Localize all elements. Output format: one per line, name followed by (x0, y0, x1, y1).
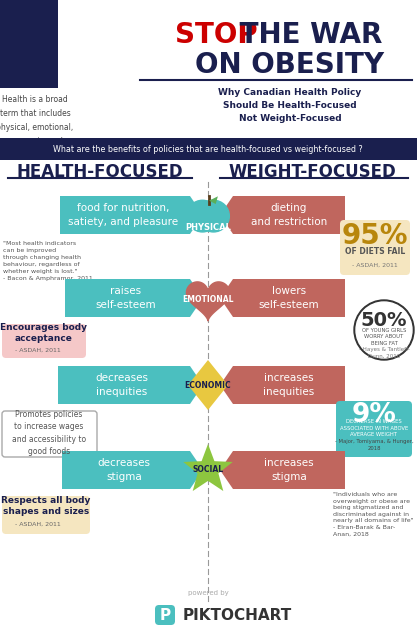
FancyBboxPatch shape (2, 411, 97, 457)
Text: - ASDAH, 2011: - ASDAH, 2011 (352, 262, 398, 268)
FancyBboxPatch shape (2, 324, 86, 358)
Text: dieting
and restriction: dieting and restriction (251, 204, 327, 227)
Text: Why Canadian Health Policy
Should Be Health-Focused
Not Weight-Focused: Why Canadian Health Policy Should Be Hea… (219, 88, 362, 124)
Text: Encourages body
acceptance: Encourages body acceptance (0, 323, 88, 343)
Circle shape (354, 300, 414, 360)
Text: THE WAR: THE WAR (230, 21, 382, 49)
Text: powered by: powered by (188, 590, 229, 596)
Polygon shape (220, 196, 345, 234)
Polygon shape (188, 360, 228, 410)
Text: decreases
stigma: decreases stigma (98, 458, 151, 481)
Text: increases
stigma: increases stigma (264, 458, 314, 481)
Polygon shape (220, 366, 345, 404)
Text: 9%: 9% (352, 402, 397, 428)
Text: lowers
self-esteem: lowers self-esteem (259, 286, 319, 310)
Bar (0, 138, 417, 160)
Text: PIKTOCHART: PIKTOCHART (183, 607, 292, 623)
Polygon shape (186, 282, 230, 321)
Text: Promotes policies
to increase wages
and accessibility to
good foods: Promotes policies to increase wages and … (12, 410, 86, 456)
FancyBboxPatch shape (340, 220, 410, 275)
Text: STOP: STOP (175, 21, 258, 49)
Bar (0, 0, 58, 88)
Text: increases
inequities: increases inequities (264, 373, 314, 397)
Polygon shape (220, 451, 345, 489)
Polygon shape (58, 366, 203, 404)
Text: "Individuals who are
overweight or obese are
being stigmatized and
discriminated: "Individuals who are overweight or obese… (333, 492, 414, 536)
Text: DECREASE IN WAGES
ASSOCIATED WITH ABOVE
AVERAGE WEIGHT: DECREASE IN WAGES ASSOCIATED WITH ABOVE … (340, 419, 408, 436)
Circle shape (198, 200, 229, 232)
Text: - ASDAH, 2011: - ASDAH, 2011 (15, 348, 61, 353)
Text: Respects all body
shapes and sizes: Respects all body shapes and sizes (1, 496, 90, 516)
Text: What are the benefits of policies that are health-focused vs weight-focused ?: What are the benefits of policies that a… (53, 145, 363, 154)
Circle shape (356, 302, 412, 358)
Text: SOCIAL: SOCIAL (192, 465, 224, 474)
Polygon shape (220, 279, 345, 317)
Text: - ASDAH, 2011: - ASDAH, 2011 (15, 522, 61, 527)
Text: ON OBESITY: ON OBESITY (196, 51, 384, 79)
Text: OF YOUNG GIRLS
WORRY ABOUT
BEING FAT: OF YOUNG GIRLS WORRY ABOUT BEING FAT (362, 328, 406, 346)
Polygon shape (183, 444, 233, 491)
Text: - Major, Tomiyama, & Hunger,
2018: - Major, Tomiyama, & Hunger, 2018 (335, 440, 413, 451)
FancyBboxPatch shape (155, 605, 175, 625)
Text: WEIGHT-FOCUSED: WEIGHT-FOCUSED (228, 163, 396, 181)
Text: ECONOMIC: ECONOMIC (185, 381, 231, 390)
FancyBboxPatch shape (336, 401, 412, 457)
Text: food for nutrition,
satiety, and pleasure: food for nutrition, satiety, and pleasur… (68, 204, 178, 227)
Text: "Most health indicators
can be improved
through changing health
behaviour, regar: "Most health indicators can be improved … (3, 241, 93, 281)
Polygon shape (62, 451, 203, 489)
Text: P: P (159, 607, 171, 623)
Polygon shape (65, 279, 203, 317)
Circle shape (187, 200, 219, 232)
FancyBboxPatch shape (2, 496, 90, 534)
Text: 95%: 95% (342, 222, 408, 250)
Text: decreases
inequities: decreases inequities (95, 373, 148, 397)
Text: 50%: 50% (361, 312, 407, 330)
Text: Health is a broad
term that includes
physical, emotional,
economic, and
social w: Health is a broad term that includes phy… (0, 95, 74, 159)
Text: PHYSICAL: PHYSICAL (185, 223, 231, 232)
Text: - Hayes & Tantleff-
Dunn, 2010: - Hayes & Tantleff- Dunn, 2010 (359, 348, 409, 358)
Text: OF DIETS FAIL: OF DIETS FAIL (345, 248, 405, 257)
Text: raises
self-esteem: raises self-esteem (95, 286, 156, 310)
Text: EMOTIONAL: EMOTIONAL (182, 296, 234, 305)
Polygon shape (60, 196, 203, 234)
Polygon shape (209, 196, 218, 204)
Bar (203, 201, 214, 218)
Text: HEALTH-FOCUSED: HEALTH-FOCUSED (17, 163, 183, 181)
